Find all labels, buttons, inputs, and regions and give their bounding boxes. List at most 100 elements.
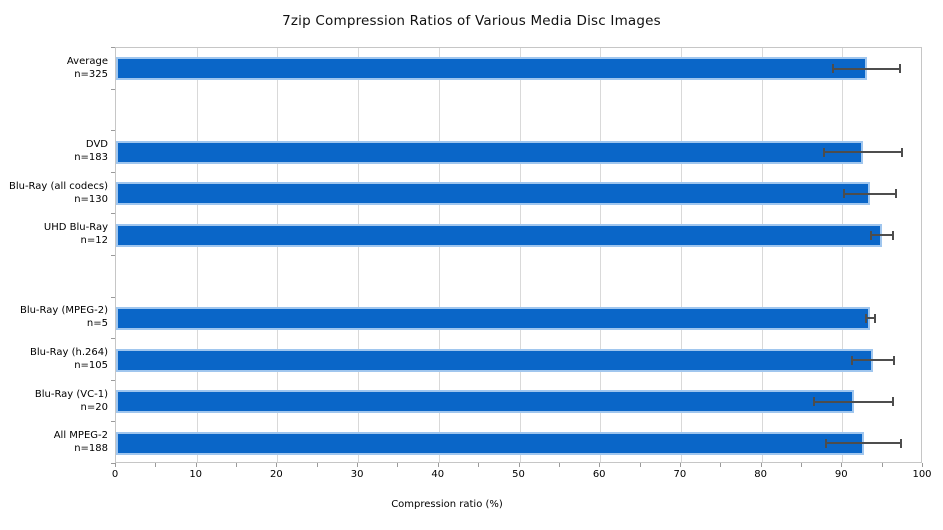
category-name: Blu-Ray (VC-1) (34, 388, 108, 400)
error-bar-cap (842, 189, 845, 199)
x-axis-tick (518, 463, 520, 467)
category-count: n=130 (74, 193, 108, 205)
x-tick-label: 20 (270, 469, 283, 480)
y-axis-tick (111, 379, 115, 381)
bar-blu-ray-all-codecs- (116, 182, 870, 206)
grid-line (438, 48, 440, 462)
x-axis-tick (478, 463, 480, 467)
category-label: Blu-Ray (MPEG-2) n=5 (0, 304, 108, 330)
x-tick-label: 90 (834, 469, 848, 480)
category-label: DVD n=183 (0, 138, 108, 164)
y-axis-tick (111, 421, 115, 423)
category-label: Blu-Ray (VC-1) n=20 (0, 388, 108, 414)
category-name: DVD (85, 139, 108, 150)
x-axis-tick (397, 463, 399, 467)
bar-uhd-blu-ray (116, 223, 882, 247)
x-axis-tick (115, 463, 116, 467)
category-count: n=325 (74, 68, 108, 80)
bar-dvd (116, 140, 864, 164)
y-axis-tick (111, 171, 115, 173)
category-label: Average n=325 (0, 55, 108, 81)
error-bar (833, 67, 900, 70)
error-bar-cap (870, 230, 873, 240)
x-axis-tick (276, 463, 278, 467)
category-name: Blu-Ray (all codecs) (8, 180, 108, 192)
category-count: n=188 (74, 443, 108, 455)
x-axis-tick (236, 463, 238, 467)
bar-blu-ray-mpeg-2- (116, 306, 870, 330)
x-tick-label: 50 (512, 469, 525, 480)
error-bar-cap (850, 355, 853, 365)
x-axis-title: Compression ratio (%) (391, 499, 503, 510)
error-bar-cap (892, 355, 895, 365)
error-bar (826, 442, 902, 445)
category-count: n=12 (80, 235, 108, 247)
x-tick-label: 0 (111, 469, 119, 480)
grid-line (600, 48, 602, 462)
y-axis-tick (111, 47, 115, 48)
x-tick-label: 30 (350, 469, 364, 480)
category-name: All MPEG-2 (53, 430, 108, 442)
x-tick-label: 80 (754, 469, 767, 480)
category-label: UHD Blu-Ray n=12 (0, 221, 108, 247)
error-bar-cap (825, 438, 828, 448)
category-count: n=20 (80, 401, 108, 413)
error-bar (865, 317, 876, 320)
error-bar-cap (832, 64, 835, 74)
x-axis-tick (357, 463, 359, 467)
y-axis-tick (111, 88, 115, 90)
x-axis-tick (841, 463, 843, 467)
y-axis-tick (111, 255, 115, 256)
y-axis-tick (111, 130, 115, 132)
x-axis-tick (558, 463, 560, 467)
category-label: All MPEG-2 n=188 (0, 429, 108, 455)
category-count: n=5 (86, 318, 108, 330)
chart-title: 7zip Compression Ratios of Various Media… (282, 13, 661, 29)
x-tick-label: 70 (673, 469, 687, 480)
grid-line (519, 48, 521, 462)
x-tick-label: 40 (431, 469, 445, 480)
bar-average (116, 57, 867, 81)
y-axis-tick (111, 213, 115, 215)
grid-line (680, 48, 682, 462)
category-label: Blu-Ray (h.264) n=105 (0, 346, 108, 372)
grid-line (196, 48, 198, 462)
x-axis-tick (599, 463, 601, 467)
x-axis-tick (195, 463, 197, 467)
y-axis-tick (111, 338, 115, 340)
bar-all-mpeg-2 (116, 431, 865, 455)
y-axis-tick (111, 296, 115, 298)
error-bar (871, 234, 894, 237)
category-name: Blu-Ray (MPEG-2) (19, 305, 108, 317)
category-count: n=105 (74, 360, 108, 371)
error-bar-cap (874, 313, 877, 323)
x-axis-tick (881, 463, 883, 467)
x-axis-tick (800, 463, 802, 467)
x-axis-tick (760, 463, 762, 467)
x-tick-label: 100 (912, 469, 932, 480)
y-axis-tick (111, 463, 115, 464)
error-bar-cap (898, 64, 901, 74)
error-bar-cap (864, 313, 867, 323)
error-bar (823, 151, 902, 153)
error-bar-cap (894, 189, 897, 199)
error-bar-cap (822, 147, 825, 157)
grid-line (761, 48, 763, 462)
x-tick-label: 60 (592, 469, 606, 480)
bar-blu-ray-h-264- (116, 348, 873, 372)
grid-line (358, 48, 360, 462)
category-label: Blu-Ray (all codecs) n=130 (0, 180, 108, 206)
category-count: n=183 (74, 152, 108, 163)
category-name: UHD Blu-Ray (43, 222, 108, 234)
x-axis-tick (679, 463, 681, 467)
plot-area (115, 47, 922, 463)
x-axis-tick (437, 463, 439, 467)
grid-line (842, 48, 844, 462)
category-name: Average (66, 55, 108, 67)
error-bar-cap (813, 397, 816, 407)
x-axis-tick (922, 463, 923, 467)
grid-line (277, 48, 279, 462)
error-bar-cap (900, 438, 903, 448)
error-bar (843, 192, 896, 195)
